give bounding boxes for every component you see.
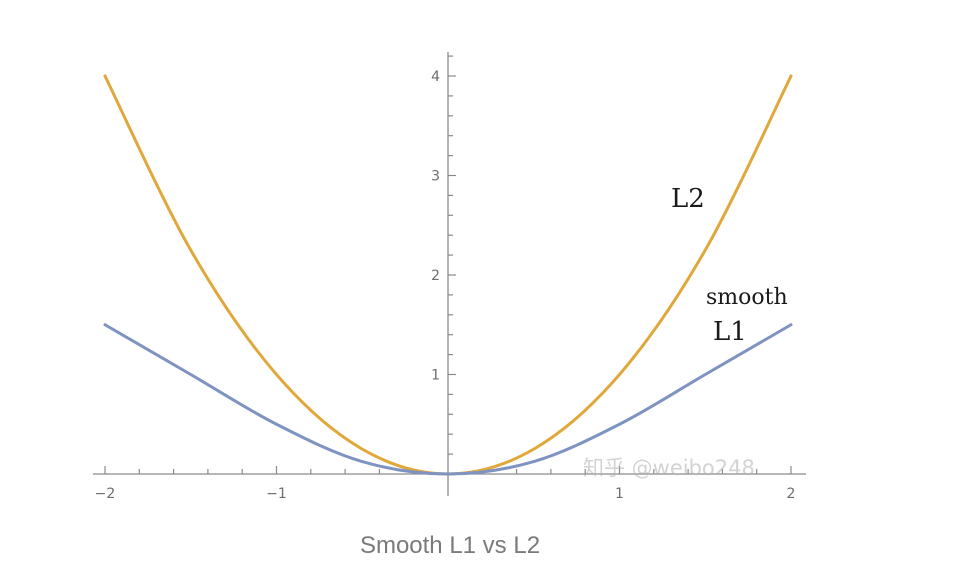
y-tick-label: 2 — [431, 268, 440, 284]
figure-caption: Smooth L1 vs L2 — [359, 532, 541, 559]
y-tick-label: 1 — [431, 368, 440, 384]
x-tick-label: −1 — [266, 486, 287, 502]
x-tick-label: −2 — [95, 486, 116, 502]
watermark: 知乎 @weibo248 — [583, 456, 755, 480]
y-tick-label: 3 — [431, 169, 440, 185]
axes: −2 −1 1 2 1 2 3 4 — [93, 52, 806, 502]
x-tick-label: 1 — [615, 486, 624, 502]
smooth-l1-label-line2: L1 — [713, 317, 747, 347]
x-tick-label: 2 — [787, 486, 796, 502]
smooth-l1-curve — [103, 323, 793, 476]
curves — [103, 74, 793, 476]
curve-labels: L2 smooth L1 — [671, 184, 788, 347]
y-tick-label: 4 — [431, 69, 440, 85]
l2-curve-label: L2 — [671, 184, 705, 214]
smooth-l1-label-line1: smooth — [706, 285, 788, 310]
